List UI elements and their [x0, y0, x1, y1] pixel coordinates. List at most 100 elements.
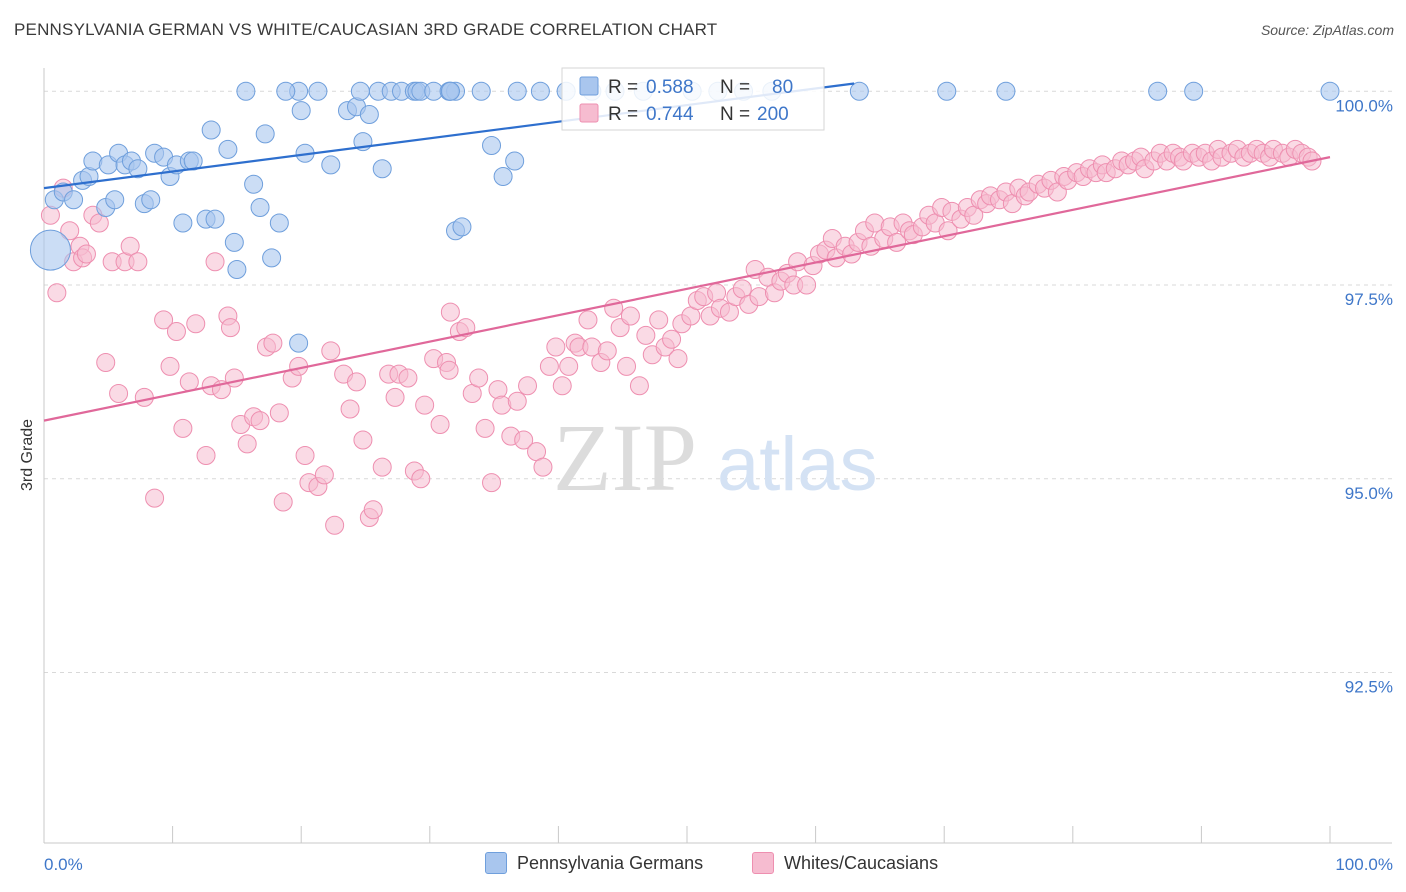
data-point-whites-caucasians: [179, 372, 199, 392]
data-point-whites-caucasians: [668, 349, 688, 369]
data-point-whites-caucasians: [325, 515, 345, 535]
legend-top-n-label-1: N =: [720, 77, 750, 98]
data-point-pennsylvania-germans: [128, 159, 148, 179]
data-point-whites-caucasians: [559, 356, 579, 376]
data-point-pennsylvania-germans: [141, 190, 161, 210]
data-point-pennsylvania-germans: [937, 81, 957, 101]
data-point-whites-caucasians: [109, 384, 129, 403]
watermark-atlas: atlas: [717, 422, 878, 507]
data-point-pennsylvania-germans: [359, 105, 379, 124]
data-point-whites-caucasians: [546, 337, 566, 357]
data-point-pennsylvania-germans: [350, 81, 370, 101]
data-point-whites-caucasians: [620, 306, 640, 326]
data-point-whites-caucasians: [439, 360, 459, 380]
data-point-pennsylvania-germans: [505, 151, 525, 171]
data-point-whites-caucasians: [707, 283, 727, 303]
legend-top-r-label-1: R =: [608, 77, 638, 98]
data-point-whites-caucasians: [273, 492, 293, 512]
data-point-whites-caucasians: [76, 244, 96, 264]
data-point-pennsylvania-germans: [291, 101, 311, 121]
data-point-whites-caucasians: [346, 372, 366, 392]
data-point-pennsylvania-germans: [173, 213, 193, 233]
data-point-whites-caucasians: [340, 399, 360, 419]
data-point-whites-caucasians: [415, 395, 435, 415]
data-point-whites-caucasians: [205, 252, 225, 272]
data-point-pennsylvania-germans: [452, 217, 472, 237]
data-point-pennsylvania-germans: [1320, 81, 1340, 101]
data-point-whites-caucasians: [220, 318, 240, 338]
data-point-pennsylvania-germans: [269, 213, 289, 233]
source-label: Source: ZipAtlas.com: [1260, 22, 1394, 38]
data-point-whites-caucasians: [134, 387, 154, 407]
data-point-whites-caucasians: [507, 391, 527, 411]
data-point-pennsylvania-germans: [276, 81, 296, 101]
data-point-whites-caucasians: [617, 356, 637, 376]
data-point-pennsylvania-germans: [321, 155, 341, 175]
data-point-pennsylvania-germans: [482, 136, 502, 155]
data-point-whites-caucasians: [145, 488, 165, 508]
data-point-pennsylvania-germans: [255, 124, 275, 144]
y-tick-label: 97.5%: [1345, 290, 1393, 309]
y-tick-label: 95.0%: [1345, 484, 1393, 503]
legend-swatch-pink: [752, 852, 774, 874]
legend-label-whites-caucasians: Whites/Caucasians: [784, 852, 939, 873]
data-point-pennsylvania-germans: [372, 159, 392, 179]
y-tick-label: 100.0%: [1335, 96, 1393, 115]
data-point-whites-caucasians: [128, 252, 148, 272]
data-point-pennsylvania-germans: [218, 139, 238, 159]
legend-top-n-value-2: 200: [757, 104, 789, 125]
data-point-pennsylvania-germans: [201, 120, 221, 140]
data-point-pennsylvania-germans: [224, 232, 244, 252]
data-point-whites-caucasians: [797, 275, 817, 295]
data-point-whites-caucasians: [60, 221, 80, 241]
data-point-pennsylvania-germans: [849, 81, 869, 101]
data-point-whites-caucasians: [363, 500, 383, 520]
data-point-whites-caucasians: [482, 473, 502, 493]
data-point-whites-caucasians: [353, 430, 373, 450]
series-pennsylvania-germans: [29, 81, 1340, 353]
legend-top-swatch-pink: [579, 103, 599, 123]
data-point-pennsylvania-germans: [227, 260, 247, 279]
data-point-pennsylvania-germans: [530, 81, 550, 101]
legend-top: R = 0.588 N = 80 R = 0.744 N = 200: [561, 67, 825, 131]
y-tick-label: 92.5%: [1345, 678, 1393, 697]
data-point-whites-caucasians: [295, 446, 315, 465]
data-point-pennsylvania-germans: [244, 174, 264, 194]
data-point-whites-caucasians: [636, 325, 656, 345]
data-point-whites-caucasians: [321, 341, 341, 361]
data-point-whites-caucasians: [578, 310, 598, 330]
legend-top-r-label-2: R =: [608, 104, 638, 125]
data-point-pennsylvania-germans: [64, 190, 84, 210]
data-point-whites-caucasians: [166, 322, 186, 341]
data-point-pennsylvania-germans: [236, 81, 256, 101]
tick-labels: 100.0% 97.5% 95.0% 92.5% 0.0% 100.0%: [44, 96, 1393, 874]
data-point-pennsylvania-germans: [105, 190, 125, 210]
data-point-pennsylvania-germans: [250, 198, 270, 217]
y-axis-label: 3rd Grade: [19, 419, 36, 491]
watermark: ZIP atlas: [553, 404, 878, 511]
chart-title: PENNSYLVANIA GERMAN VS WHITE/CAUCASIAN 3…: [14, 20, 718, 39]
data-point-whites-caucasians: [456, 318, 476, 338]
x-tick-label: 0.0%: [44, 855, 83, 874]
x-tick-label: 100.0%: [1335, 855, 1393, 874]
data-point-whites-caucasians: [224, 368, 244, 388]
data-point-whites-caucasians: [160, 356, 180, 376]
data-point-whites-caucasians: [120, 236, 140, 256]
legend-label-pennsylvania-germans: Pennsylvania Germans: [517, 852, 704, 873]
data-point-whites-caucasians: [385, 387, 405, 407]
data-point-whites-caucasians: [597, 341, 617, 361]
data-point-whites-caucasians: [488, 380, 508, 400]
data-point-whites-caucasians: [649, 310, 669, 330]
data-point-pennsylvania-germans: [1148, 81, 1168, 101]
data-point-whites-caucasians: [411, 469, 431, 489]
data-point-whites-caucasians: [186, 314, 206, 334]
data-point-pennsylvania-germans: [1184, 81, 1204, 101]
legend-top-box: [561, 67, 825, 131]
data-point-whites-caucasians: [269, 403, 289, 423]
data-point-pennsylvania-germans: [262, 248, 282, 268]
data-point-whites-caucasians: [250, 411, 270, 431]
legend-top-r-value-2: 0.744: [646, 104, 694, 125]
data-point-pennsylvania-germans: [308, 81, 328, 101]
data-point-whites-caucasians: [196, 446, 216, 465]
legend-bottom: Pennsylvania Germans Whites/Caucasians: [0, 852, 1406, 878]
